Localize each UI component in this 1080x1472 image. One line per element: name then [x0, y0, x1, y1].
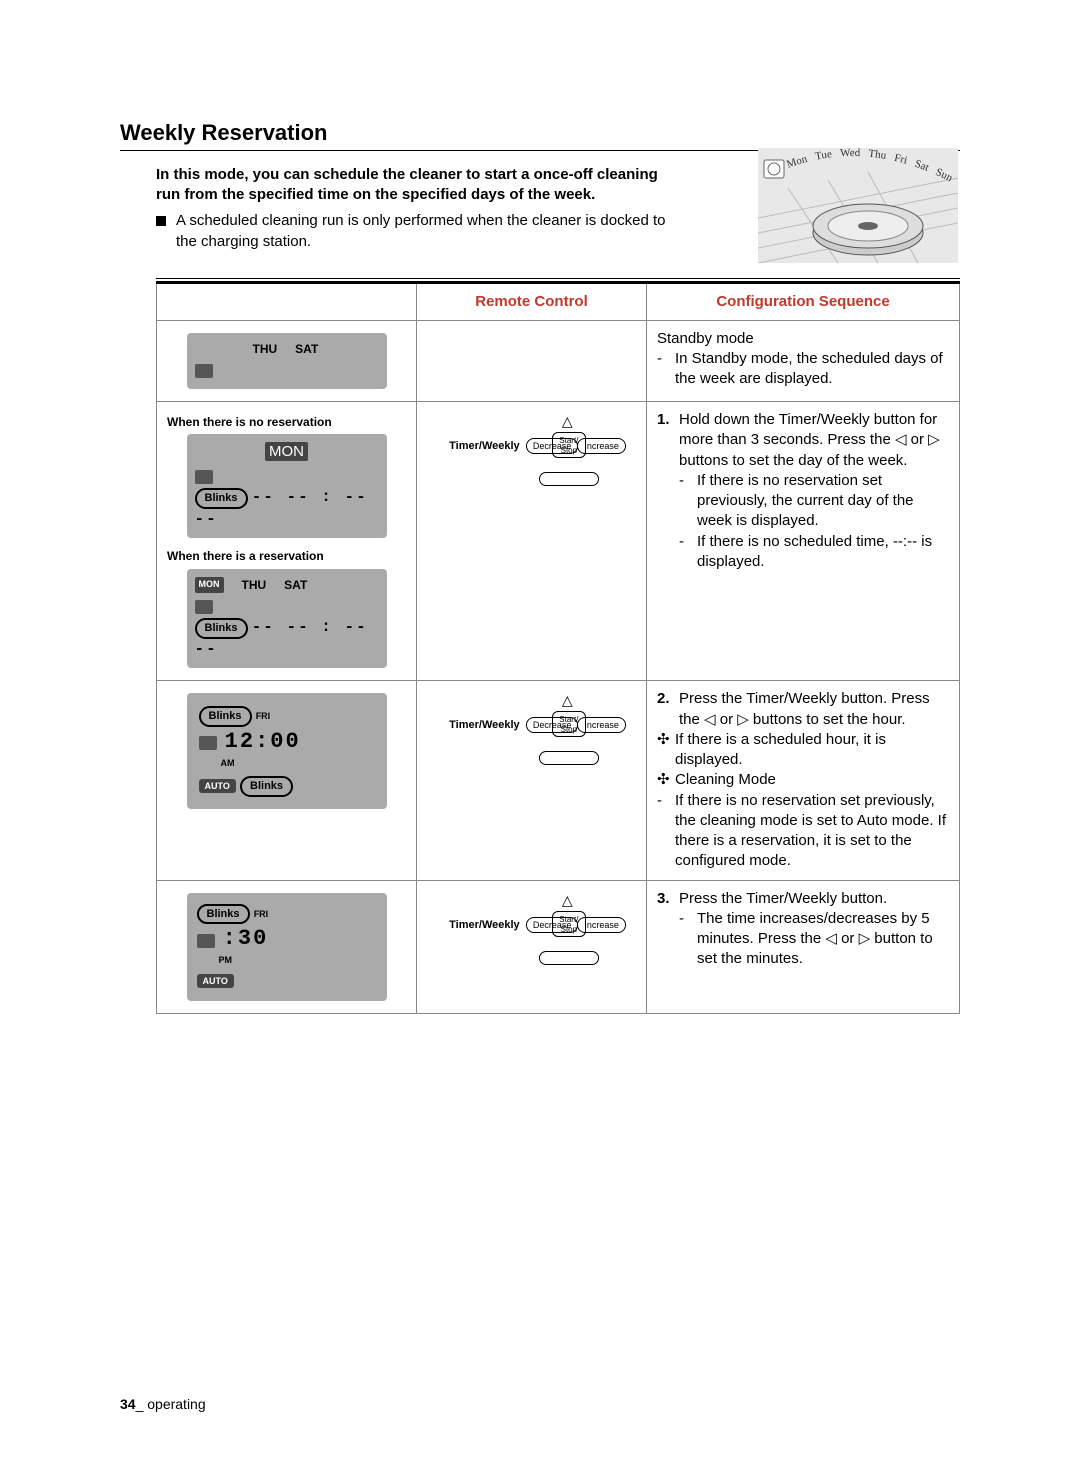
day-pill: MON — [265, 442, 308, 461]
d-pad-icon: △ Decrease Start/ Stop Increase — [524, 689, 614, 759]
ampm-label: AM — [221, 757, 375, 769]
page-number: 34 — [120, 1396, 136, 1412]
remote-cell: Timer/Weekly △ Decrease Start/ Stop Incr… — [417, 402, 647, 681]
remote-cell: Timer/Weekly △ Decrease Start/ Stop Incr… — [417, 681, 647, 880]
remote-cell: Timer/Weekly △ Decrease Start/ Stop Incr… — [417, 880, 647, 1013]
blinks-tag: Blinks — [199, 706, 252, 727]
blinks-tag: Blinks — [195, 618, 248, 639]
table-row: When there is no reservation MON Blinks … — [157, 402, 960, 681]
step-number: 2. — [657, 689, 679, 730]
d-pad-icon: △ Decrease Start/ Stop Increase — [524, 889, 614, 959]
step-number: 3. — [657, 889, 679, 909]
lcd-display: MON Blinks -- -- : -- -- — [187, 434, 387, 538]
list-item: -If there is no scheduled time, --:-- is… — [679, 532, 949, 573]
day-label: FRI — [254, 909, 269, 919]
table-header-empty — [157, 282, 417, 320]
table-header-remote: Remote Control — [417, 282, 647, 320]
intro-bullet-text: A scheduled cleaning run is only perform… — [176, 210, 676, 252]
seq-lead: Hold down the Timer/Weekly button for mo… — [679, 410, 949, 471]
sequence-cell: Standby mode -In Standby mode, the sched… — [647, 320, 960, 401]
day-label: THU — [253, 341, 278, 357]
lcd-display: MON THU SAT Blinks -- -- : -- -- — [187, 569, 387, 669]
calendar-icon — [195, 470, 213, 484]
step-number: 1. — [657, 410, 679, 471]
lcd-time: 12:00 — [225, 729, 301, 754]
day-label: SAT — [284, 577, 307, 593]
calendar-vacuum-illustration: Mon Tue Wed Thu Fri Sat Sun — [758, 148, 958, 263]
square-bullet-icon — [156, 216, 166, 226]
sequence-cell: 2.Press the Timer/Weekly button. Press t… — [647, 681, 960, 880]
display-cell: Blinks FRI :30 PM AUTO — [157, 880, 417, 1013]
day-label: FRI — [256, 711, 271, 721]
divider — [156, 278, 960, 279]
seq-lead: Press the Timer/Weekly button. — [679, 889, 887, 909]
list-item: -If there is no reservation set previous… — [679, 471, 949, 532]
sequence-cell: 3.Press the Timer/Weekly button. -The ti… — [647, 880, 960, 1013]
remote-label: Timer/Weekly — [449, 719, 520, 731]
d-pad-icon: △ Decrease Start/ Stop Increase — [524, 410, 614, 480]
list-item: ✣If there is a scheduled hour, it is dis… — [657, 730, 949, 771]
intro-bold: In this mode, you can schedule the clean… — [156, 165, 676, 206]
lcd-display: THU SAT — [187, 333, 387, 389]
blinks-tag: Blinks — [240, 776, 293, 797]
remote-diagram: Timer/Weekly △ Decrease Start/ Stop Incr… — [449, 889, 614, 959]
seq-lead: Press the Timer/Weekly button. Press the… — [679, 689, 949, 730]
list-item: ✣Cleaning Mode — [657, 770, 949, 790]
day-pill: MON — [195, 577, 224, 593]
sequence-cell: 1.Hold down the Timer/Weekly button for … — [647, 402, 960, 681]
section-title: Weekly Reservation — [120, 120, 960, 151]
list-item: -The time increases/decreases by 5 minut… — [679, 909, 949, 970]
sub-heading: When there is a reservation — [167, 548, 406, 564]
day-label: THU — [242, 577, 267, 593]
config-table: Remote Control Configuration Sequence TH… — [156, 281, 960, 1014]
remote-diagram: Timer/Weekly △ Decrease Start/ Stop Incr… — [449, 689, 614, 759]
page-section: _ operating — [136, 1396, 206, 1412]
calendar-icon — [197, 934, 215, 948]
lcd-display: Blinks FRI 12:00 AM AUTO Blinks — [187, 693, 387, 809]
lcd-time: :30 — [223, 926, 269, 951]
list-item: -If there is no reservation set previous… — [657, 791, 949, 872]
table-row: Blinks FRI 12:00 AM AUTO Blinks Timer/We… — [157, 681, 960, 880]
blinks-tag: Blinks — [195, 488, 248, 509]
day-label: SAT — [295, 341, 318, 357]
sub-heading: When there is no reservation — [167, 414, 406, 430]
list-item: -In Standby mode, the scheduled days of … — [657, 349, 949, 390]
display-cell: Blinks FRI 12:00 AM AUTO Blinks — [157, 681, 417, 880]
remote-diagram: Timer/Weekly △ Decrease Start/ Stop Incr… — [449, 410, 614, 480]
display-cell: When there is no reservation MON Blinks … — [157, 402, 417, 681]
blinks-tag: Blinks — [197, 904, 250, 925]
table-header-config: Configuration Sequence — [647, 282, 960, 320]
calendar-icon — [195, 600, 213, 614]
table-row: THU SAT Standby mode -In Standby mode, t… — [157, 320, 960, 401]
remote-cell — [417, 320, 647, 401]
lcd-display: Blinks FRI :30 PM AUTO — [187, 893, 387, 1001]
seq-lead: Standby mode — [657, 329, 949, 349]
display-cell: THU SAT — [157, 320, 417, 401]
page-footer: 34_ operating — [120, 1396, 206, 1412]
calendar-icon — [199, 736, 217, 750]
remote-label: Timer/Weekly — [449, 440, 520, 452]
remote-label: Timer/Weekly — [449, 919, 520, 931]
table-row: Blinks FRI :30 PM AUTO Timer/Weekly △ De… — [157, 880, 960, 1013]
calendar-icon — [195, 364, 213, 378]
ampm-label: PM — [219, 954, 377, 966]
auto-pill: AUTO — [197, 974, 234, 988]
auto-pill: AUTO — [199, 779, 236, 793]
